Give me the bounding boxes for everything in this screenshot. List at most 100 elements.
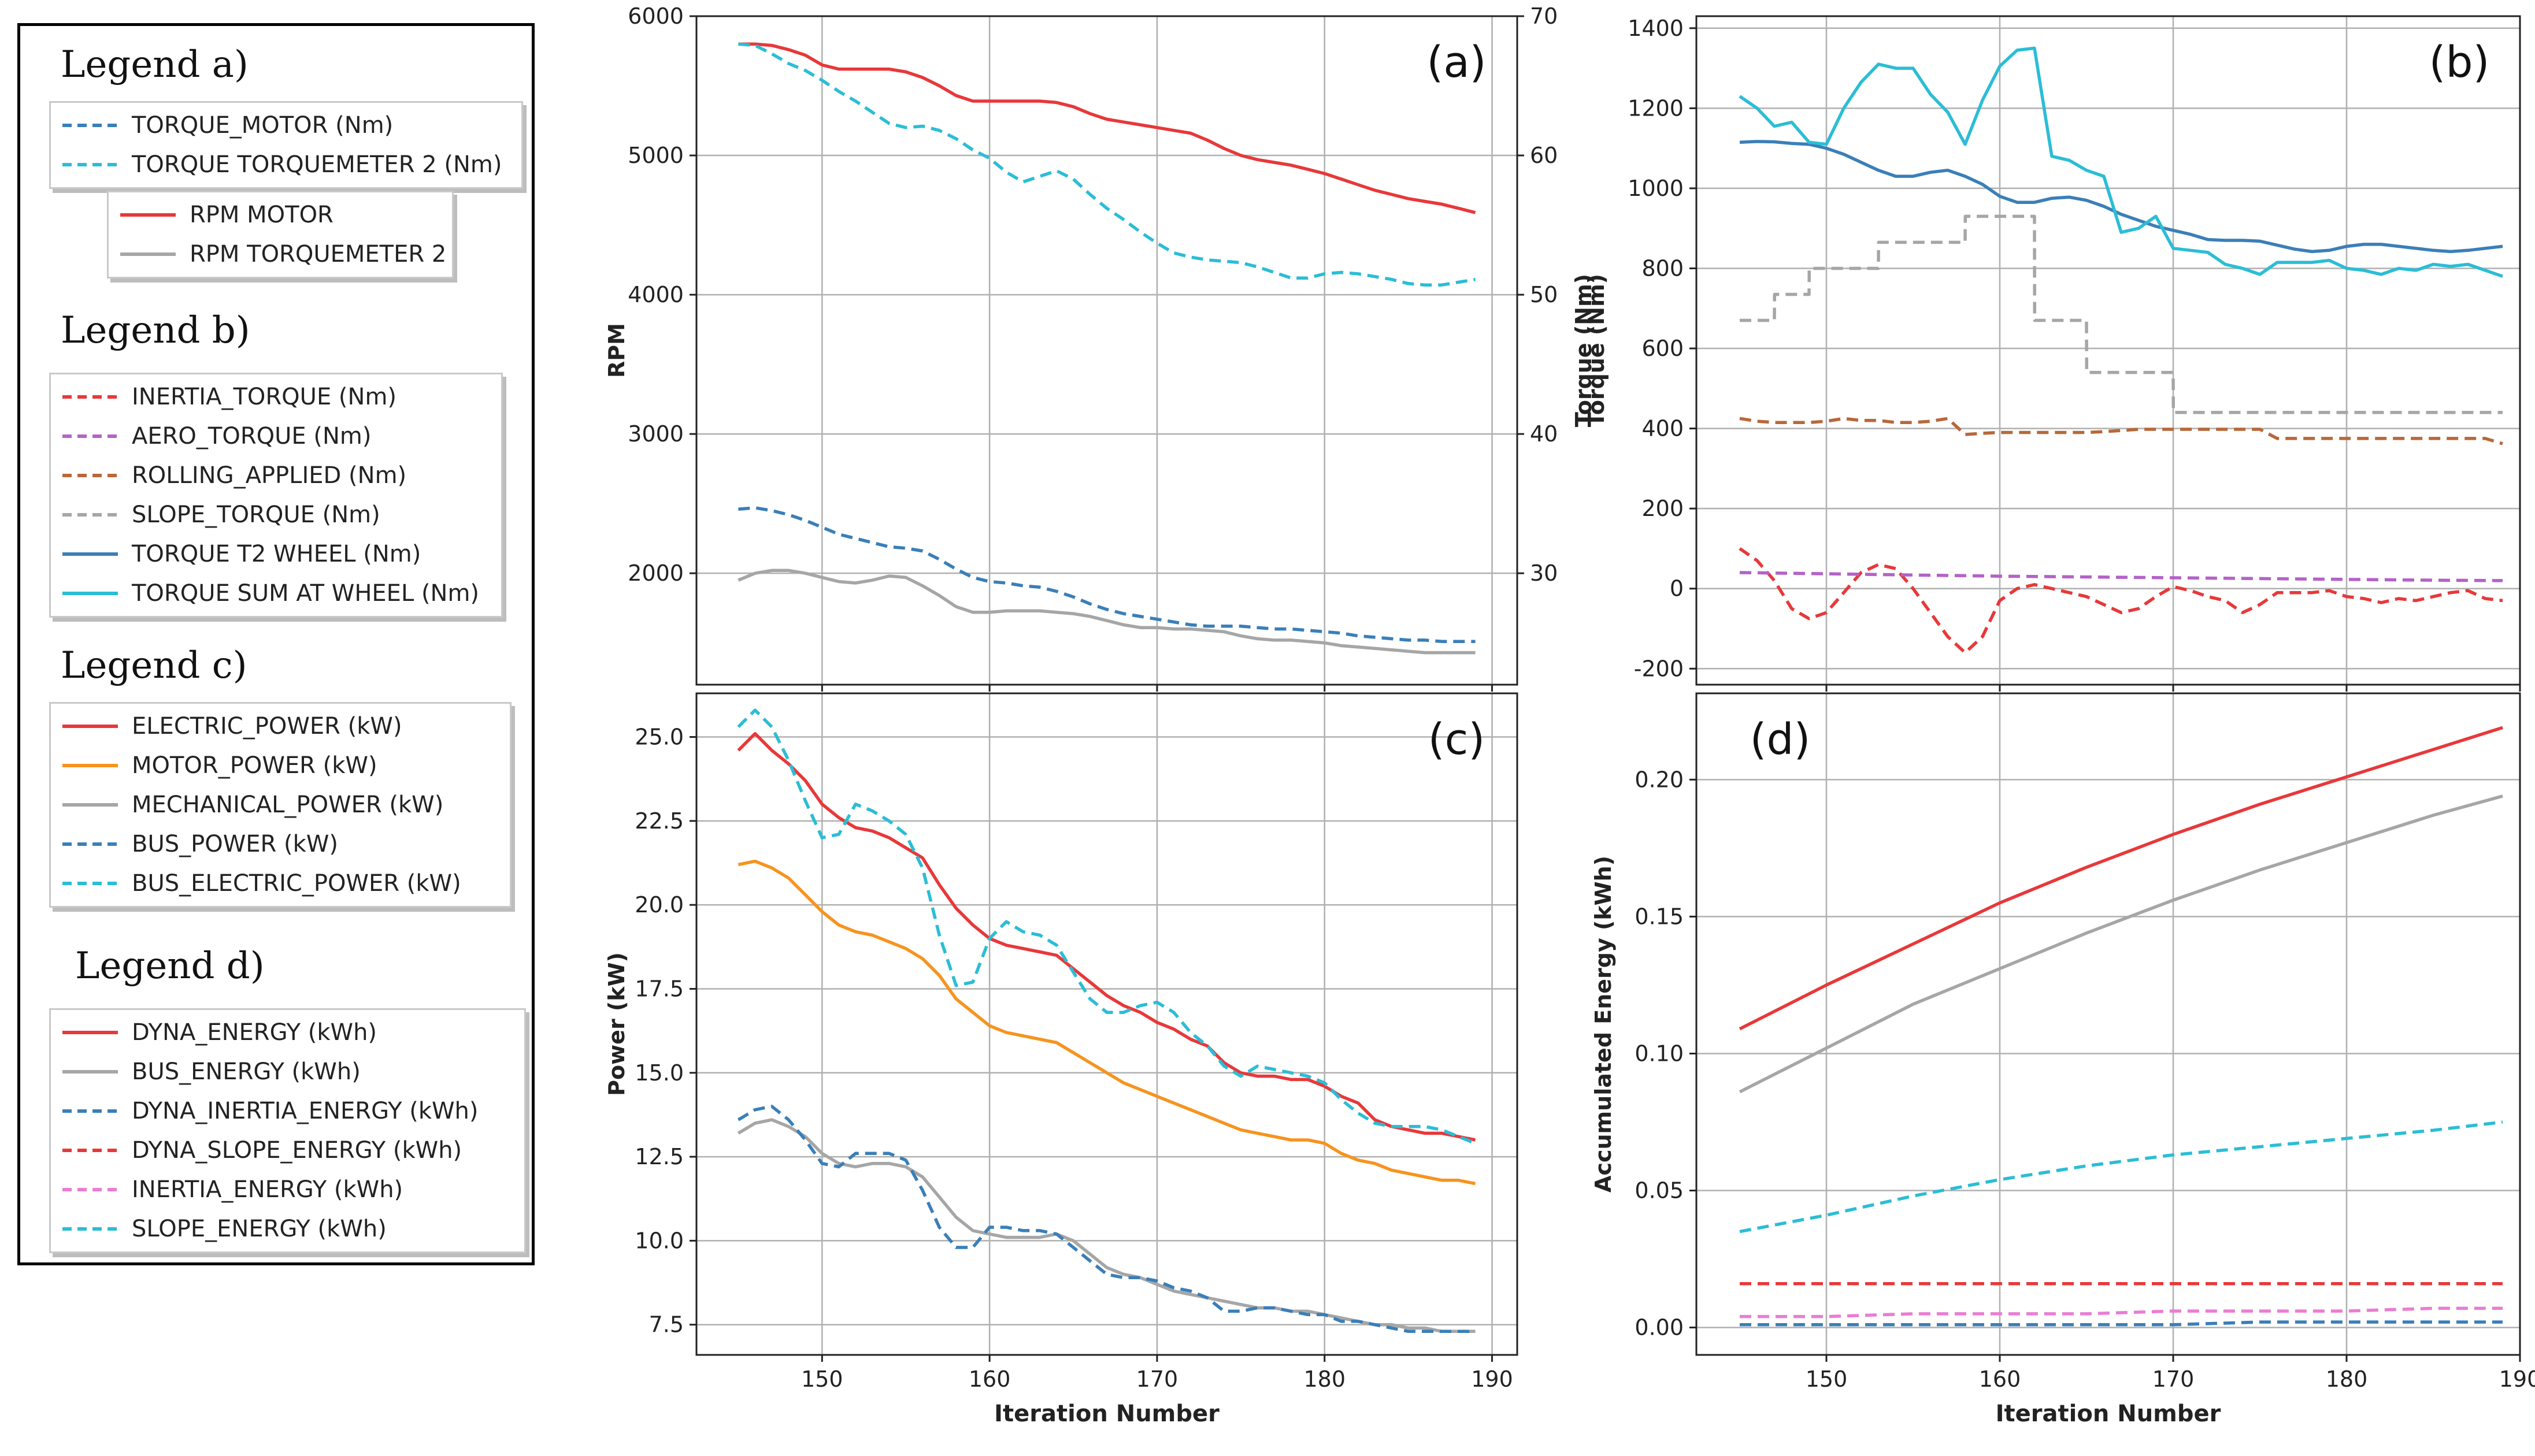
series-line-d-2 <box>1740 1320 2503 1327</box>
y-tick-label: 400 <box>1641 416 1684 441</box>
legend-entry: DYNA_SLOPE_ENERGY (kWh) <box>61 1132 462 1168</box>
legend-entry: BUS_ELECTRIC_POWER (kW) <box>61 866 461 901</box>
panel-label: (b) <box>2429 38 2490 87</box>
legend-label: DYNA_SLOPE_ENERGY (kWh) <box>132 1137 462 1164</box>
y-right-axis-label: Torque (Nm) <box>1571 274 1596 427</box>
legend-box: ELECTRIC_POWER (kW) MOTOR_POWER (kW) MECHA… <box>49 702 512 908</box>
legend-swatch <box>62 842 118 846</box>
legend-swatch <box>62 882 118 885</box>
y-tick-label: 12.5 <box>635 1144 684 1169</box>
series-line-b-3 <box>1740 214 2503 414</box>
series-line-c-1 <box>737 859 1476 1186</box>
legend-swatch <box>62 474 118 477</box>
y-tick-label: 0.10 <box>1635 1041 1684 1066</box>
series-line-d-1 <box>1739 794 2503 1094</box>
legend-swatch <box>62 124 118 127</box>
legend-label: INERTIA_TORQUE (Nm) <box>132 384 397 410</box>
series-line-b-1 <box>1739 571 2503 582</box>
x-axis-label: Iteration Number <box>1996 1401 2221 1427</box>
legend-label: MECHANICAL_POWER (kW) <box>132 792 444 818</box>
legend-swatch <box>62 803 118 807</box>
legend-swatch <box>62 1188 118 1191</box>
y-tick-label: 25.0 <box>635 725 684 750</box>
series-line-a-3 <box>738 42 1476 287</box>
y-tick-label: 0.20 <box>1635 767 1684 792</box>
legend-swatch <box>120 252 176 256</box>
legend-heading: Legend d) <box>75 945 265 987</box>
y-tick-label: 7.5 <box>649 1312 684 1338</box>
legend-swatch <box>62 552 118 556</box>
series-line-b-4 <box>1739 140 2503 254</box>
series-line-a-2 <box>738 506 1476 644</box>
legend-swatch <box>62 1109 118 1113</box>
y-tick-label: 10.0 <box>635 1228 684 1253</box>
legend-entry: RPM TORQUEMETER 2 <box>119 236 446 272</box>
legend-swatch <box>120 213 176 217</box>
series-line-c-4 <box>737 708 1476 1145</box>
legend-box: DYNA_ENERGY (kWh) BUS_ENERGY (kWh) DYNA_IN… <box>49 1008 526 1253</box>
legend-swatch <box>62 395 118 399</box>
series-line-b-2 <box>1739 417 2503 445</box>
legend-entry: MOTOR_POWER (kW) <box>61 748 377 783</box>
legend-label: SLOPE_ENERGY (kWh) <box>132 1216 387 1242</box>
legend-label: TORQUE TORQUEMETER 2 (Nm) <box>132 151 502 178</box>
legend-swatch <box>62 592 118 595</box>
series-line-d-4 <box>1740 1306 2503 1318</box>
legend-label: BUS_ELECTRIC_POWER (kW) <box>132 870 461 897</box>
axes-frame <box>695 15 1518 686</box>
y-tick-label: 6000 <box>628 3 684 29</box>
chart-panel-a: 2000 3000 4000 5000 6000 30 40 50 60 70 RPM Torque … <box>604 3 1596 692</box>
axes-frame <box>1695 15 2521 686</box>
y-right-tick-label: 60 <box>1530 143 1558 168</box>
legend-box: RPM MOTOR RPM TORQUEMETER 2 <box>107 191 454 278</box>
y-tick-label: 3000 <box>628 421 684 447</box>
legend-label: RPM TORQUEMETER 2 <box>190 241 447 268</box>
y-tick-label: 4000 <box>628 282 684 307</box>
series-line-c-2 <box>737 1118 1476 1334</box>
legend-entry: ELECTRIC_POWER (kW) <box>61 708 402 744</box>
y-tick-label: 1400 <box>1628 16 1684 41</box>
legend-heading: Legend a) <box>61 43 249 86</box>
legend-entry: BUS_ENERGY (kWh) <box>61 1054 361 1090</box>
legend-label: INERTIA_ENERGY (kWh) <box>132 1176 403 1203</box>
panel-label: (a) <box>1426 38 1486 87</box>
y-tick-label: 0.15 <box>1635 904 1684 929</box>
y-axis-label: RPM <box>604 323 629 378</box>
y-right-tick-label: 40 <box>1530 421 1558 447</box>
x-tick-label: 150 <box>801 1366 843 1392</box>
y-right-tick-label: 50 <box>1530 282 1558 307</box>
legend-entry: DYNA_ENERGY (kWh) <box>61 1015 377 1050</box>
y-axis-label: Power (kW) <box>604 952 629 1096</box>
legend-entry: AERO_TORQUE (Nm) <box>61 418 371 454</box>
x-tick-label: 160 <box>1979 1366 2021 1392</box>
legend-box: TORQUE_MOTOR (Nm) TORQUE TORQUEMETER 2 (N… <box>49 101 523 189</box>
y-right-tick-label: 70 <box>1530 3 1558 29</box>
series-line-d-0 <box>1739 726 2503 1031</box>
y-tick-label: 2000 <box>628 560 684 586</box>
legend-entry: TORQUE_MOTOR (Nm) <box>61 107 393 143</box>
x-tick-label: 170 <box>1136 1366 1178 1392</box>
legend-label: TORQUE T2 WHEEL (Nm) <box>132 541 421 567</box>
y-tick-label: 800 <box>1641 255 1684 281</box>
legend-swatch <box>62 1070 118 1074</box>
chart-panel-d: 150 160 170 180 190 0.00 0.05 0.10 0.15 0.20 Accum… <box>1591 692 2535 1427</box>
legend-label: MOTOR_POWER (kW) <box>132 752 377 779</box>
legend-swatch <box>62 764 118 767</box>
legend-entry: INERTIA_ENERGY (kWh) <box>61 1172 403 1208</box>
legend-swatch <box>62 725 118 728</box>
legend-swatch <box>62 1227 118 1231</box>
y-tick-label: 0.05 <box>1635 1178 1684 1204</box>
x-tick-label: 180 <box>1303 1366 1346 1392</box>
y-tick-label: 200 <box>1641 496 1684 521</box>
y-tick-label: 0 <box>1670 576 1684 601</box>
legend-label: TORQUE_MOTOR (Nm) <box>132 112 394 139</box>
y-tick-label: 0.00 <box>1635 1315 1684 1340</box>
legend-panel: Legend a) TORQUE_MOTOR (Nm) TORQUE TORQUEM… <box>17 23 535 1265</box>
y-tick-label: 22.5 <box>635 808 684 834</box>
y-axis-label: Torque (Nm) <box>1584 274 1609 427</box>
panel-label: (d) <box>1750 715 1811 764</box>
legend-entry: SLOPE_TORQUE (Nm) <box>61 497 380 533</box>
x-tick-label: 160 <box>969 1366 1011 1392</box>
series-line-a-1 <box>737 569 1476 655</box>
